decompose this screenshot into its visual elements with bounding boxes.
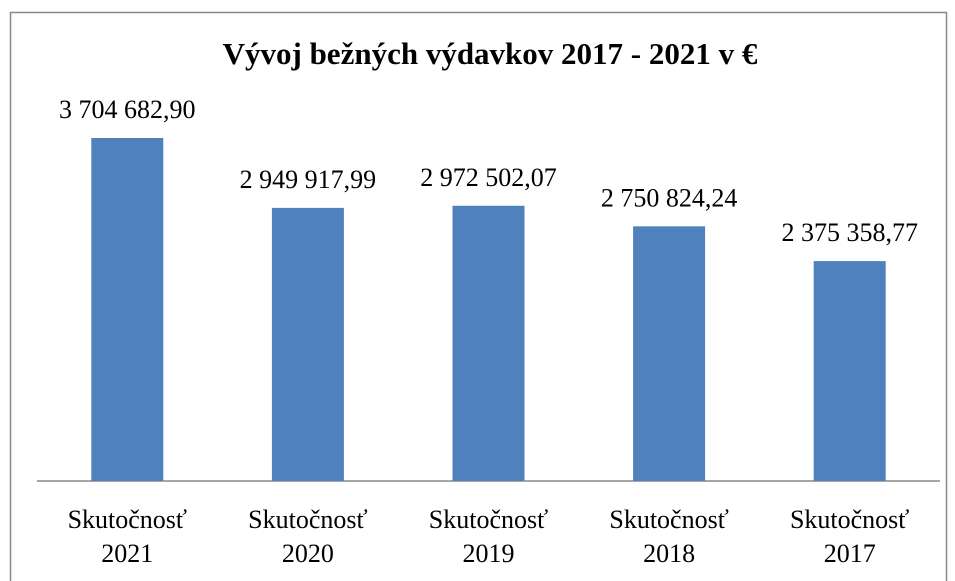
- bar: [813, 261, 886, 481]
- value-label: 2 949 917,99: [240, 165, 377, 194]
- value-label: 2 375 358,77: [781, 218, 918, 247]
- x-tick-label: Skutočnosť 2017: [789, 505, 910, 568]
- bar: [452, 205, 525, 481]
- x-tick-label: Skutočnosť 2019: [428, 505, 549, 568]
- x-tick-label: Skutočnosť 2021: [67, 505, 188, 568]
- x-tick-label: Skutočnosť 2018: [609, 505, 729, 568]
- chart-title: Vývoj bežných výdavkov 2017 - 2021 v €: [223, 36, 758, 71]
- value-label: 2 750 824,24: [601, 183, 738, 212]
- bar: [271, 207, 344, 481]
- x-tick-label: Skutočnosť 2020: [248, 505, 368, 568]
- value-label: 3 704 682,90: [59, 95, 196, 124]
- value-label: 2 972 502,07: [420, 163, 557, 192]
- bar: [633, 226, 706, 481]
- bar: [91, 138, 164, 481]
